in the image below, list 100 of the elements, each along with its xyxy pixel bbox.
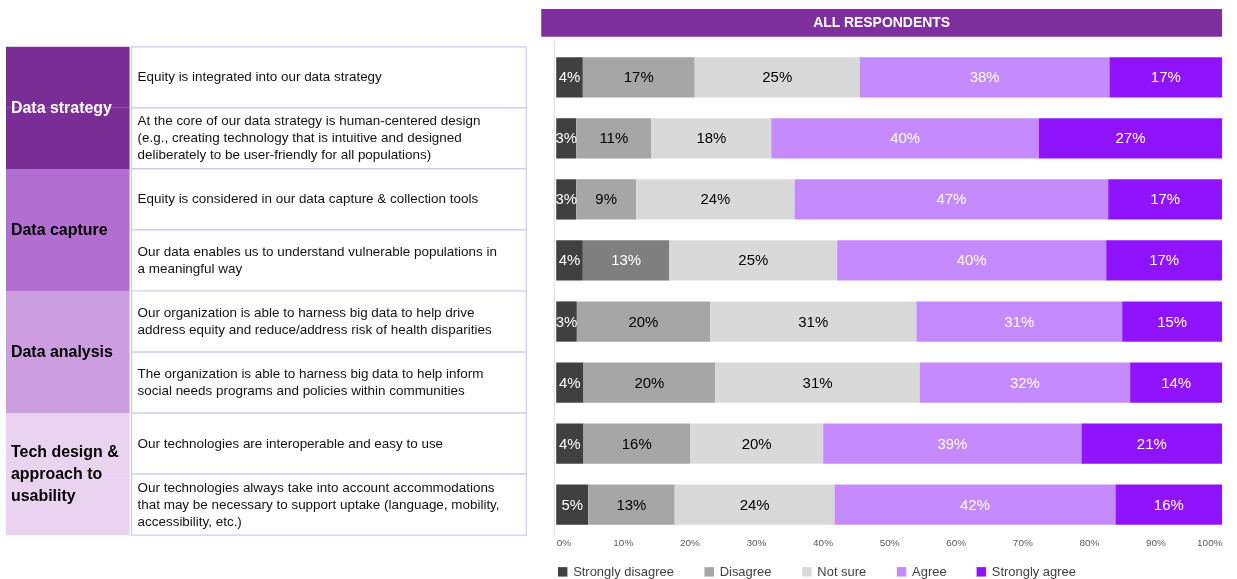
data-label: 31% [798,312,829,330]
data-label: 4% [558,68,581,86]
y-tick-label: Our organization is able to harness big data to help drive address equity and reduce/address risk of health disparities [137,305,492,337]
data-label: 31% [802,373,833,391]
text: Data strategy [10,98,113,116]
bar [583,423,691,464]
x-tick-label: 10% [613,536,634,548]
x-tick-label: 30% [746,536,767,548]
bar [1130,362,1223,403]
data-label: 14% [1161,373,1192,391]
bar [651,118,772,159]
bar [556,362,584,403]
data-label: 20% [634,373,665,391]
data-label: 9% [595,190,617,208]
data-label: 42% [960,495,990,513]
data-label: 4% [559,373,581,391]
x-tick-label: 60% [946,536,967,548]
data-label: 17% [1149,251,1180,269]
bar [710,301,917,342]
legend-label: Strongly agree [991,563,1076,579]
y-tick-label: The organization is able to harness big data to help inform social needs programs and policies within communities [137,366,484,399]
data-label: 18% [696,129,727,147]
bar [582,57,695,98]
data-label: 31% [1004,312,1035,330]
data-label: 4% [559,434,581,452]
bar [694,57,860,98]
data-label: 13% [611,251,642,269]
text: Data capture [10,220,108,238]
y-tick-label: At the core of our data strategy is human-centered design (e.g., creating technology that is intuitive and designed deliberately to be user-friendly for all populations) [137,113,481,163]
bar [583,362,716,403]
data-label: 47% [936,190,967,208]
x-tick-label: 100% [1197,536,1223,548]
y-tick-label: Our technologies always take into account accommodations that may be necessary to support uptake (language, mobility, accessibility, etc.) [137,479,500,529]
data-label: 17% [1150,68,1181,86]
legend-label: Strongly disagree [573,563,674,579]
data-label: 13% [616,495,647,513]
bar [823,423,1082,464]
bar [837,240,1107,281]
bar [834,484,1116,525]
bar [636,179,795,220]
bar [556,240,583,281]
bar [771,118,1039,159]
text: Tech design & approach to usability [10,443,120,505]
data-label: 16% [1153,495,1184,513]
bar [674,484,835,525]
bar [1109,57,1223,98]
bar [1081,423,1223,464]
bar [556,423,584,464]
data-label: 24% [700,190,731,208]
data-label: 32% [1010,373,1040,391]
data-label: 5% [561,495,583,513]
data-label: 20% [628,312,659,330]
x-tick-label: 40% [813,536,834,548]
legend-label: Disagree [719,563,772,579]
bar [919,362,1131,403]
x-tick-label: 50% [879,536,900,548]
data-label: 27% [1115,129,1146,147]
data-label: 17% [623,68,654,86]
y-tick-label: Equity is considered in our data capture & collection tools [137,191,479,207]
data-label: 17% [1150,190,1181,208]
data-label: 38% [969,68,1000,86]
data-label: 20% [741,434,772,452]
bar [859,57,1110,98]
y-tick-label: Our data enables us to understand vulnerable populations in a meaningful way [137,243,497,276]
bar [916,301,1123,342]
data-label: 21% [1136,434,1167,452]
y-tick-label: Equity is integrated into our data strategy [137,69,383,85]
data-label: 39% [937,434,968,452]
bar [690,423,824,464]
x-tick-label: 80% [1079,536,1100,548]
data-label: 11% [599,129,629,147]
legend-label: Agree [912,563,947,579]
x-tick-label: 70% [1012,536,1033,548]
x-tick-label: 20% [679,536,700,548]
bar [1115,484,1223,525]
data-label: 24% [739,495,770,513]
data-label: 3% [555,312,578,330]
bar [1122,301,1223,342]
x-tick-label: 0% [556,536,572,548]
data-label: 25% [738,251,769,269]
bar [715,362,920,403]
bar [582,240,670,281]
data-label: 4% [558,251,581,269]
bar [576,179,637,220]
bar [794,179,1109,220]
bar [1038,118,1223,159]
data-label: 25% [762,68,793,86]
bar [1106,240,1223,281]
legend-label: Not sure [817,563,867,579]
text: Data analysis [10,343,113,361]
data-label: 40% [890,129,921,147]
bar [1108,179,1223,220]
data-label: 16% [621,434,652,452]
bar [588,484,675,525]
chart-title: ALL RESPONDENTS [813,13,951,30]
data-label: 40% [956,251,987,269]
y-tick-label: Our technologies are interoperable and easy to use [137,435,444,451]
x-tick-label: 90% [1146,536,1167,548]
bar [669,240,838,281]
bar [576,118,652,159]
